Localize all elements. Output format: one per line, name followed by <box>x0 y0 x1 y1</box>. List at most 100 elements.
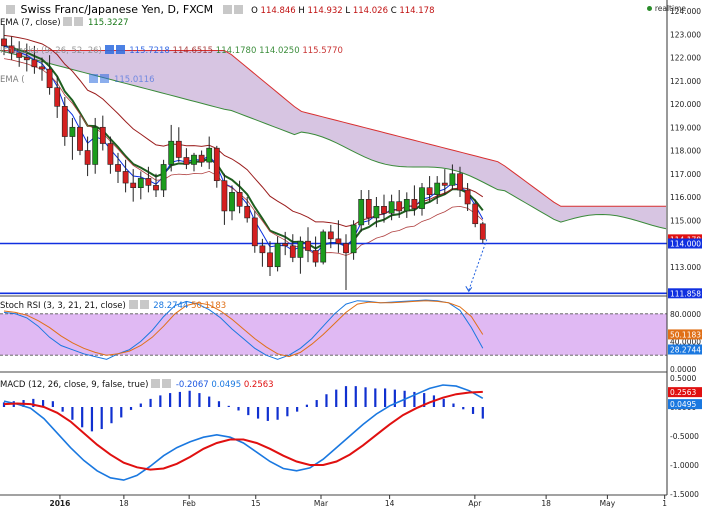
ema2-settings-icon[interactable] <box>100 74 110 83</box>
macd-label: MACD (12, 26, close, 9, false, true) <box>0 380 149 390</box>
time-axis: 2016 18 Feb 15 Mar 14 Apr 18 May 1 <box>50 495 667 508</box>
candle-body <box>221 180 228 212</box>
cloud-fill <box>0 50 666 229</box>
realtime-indicator: realtime <box>646 4 686 13</box>
candle-body <box>153 185 159 191</box>
time-tick-label: 15 <box>251 499 261 508</box>
stoch-legend[interactable]: Stoch RSI (3, 3, 21, 21, close) 28.2744 … <box>0 300 226 311</box>
candle-body <box>84 150 91 165</box>
macd-tick-label: 0.5000 <box>670 374 696 383</box>
macd-signal-value: 0.2563 <box>243 380 274 390</box>
price-tick-label: 123.000 <box>670 30 701 39</box>
ichimoku-span-a-value: 114.0250 <box>259 46 300 56</box>
ema7-settings-icon[interactable] <box>63 17 73 26</box>
candle-body <box>145 178 152 186</box>
ichimoku-eye-icon[interactable] <box>104 45 114 54</box>
candle-body <box>388 201 395 214</box>
price-tick-label: 120.000 <box>670 100 701 109</box>
candle-body <box>168 140 175 165</box>
macd-tick-label: -1.5000 <box>670 490 699 499</box>
candle-body <box>426 187 433 195</box>
low-value: 114.026 <box>352 6 388 16</box>
stoch-close-icon[interactable] <box>139 300 149 309</box>
time-tick-label: 1 <box>662 499 667 508</box>
candle-body <box>8 45 15 54</box>
ema2-eye-icon[interactable] <box>89 74 99 83</box>
candle-body <box>320 231 327 263</box>
stoch-value-label-0: 50.1183 <box>670 330 701 339</box>
ema7-label: EMA (7, close) <box>0 18 61 28</box>
price-tick-label: 119.000 <box>670 123 701 132</box>
support-lines <box>0 242 667 295</box>
axis-background <box>667 0 702 509</box>
time-tick-label: Mar <box>314 499 329 508</box>
candle-body <box>396 201 403 212</box>
candle-body <box>457 173 463 191</box>
price-label-2: 111.858 <box>670 289 701 298</box>
candle-body <box>54 87 61 107</box>
symbol-title: Swiss Franc/Japanese Yen, D, FXCM <box>20 3 214 16</box>
ema2-value: 115.0116 <box>113 75 155 85</box>
candle-body <box>350 224 357 254</box>
projection-arrow <box>468 239 488 291</box>
time-tick-label: 18 <box>119 499 129 508</box>
stoch-value-box-1 <box>668 344 702 355</box>
chart-header: Swiss Franc/Japanese Yen, D, FXCM O 114.… <box>6 3 434 16</box>
candle-body <box>327 231 334 240</box>
ichimoku-span-b-value: 115.5770 <box>302 46 343 56</box>
candle-body <box>274 243 281 268</box>
close-label: C <box>390 6 397 16</box>
open-label: O <box>251 6 258 16</box>
time-tick-label: 2016 <box>50 499 71 508</box>
macd-close-icon[interactable] <box>162 379 172 388</box>
price-tick-label: 113.000 <box>670 263 701 272</box>
ichimoku-settings-icon[interactable] <box>115 45 125 54</box>
kijun-line <box>3 34 484 228</box>
ichimoku-legend[interactable]: Ichimoku (9, 26, 52, 26) 115.7218 114.65… <box>0 45 343 56</box>
time-tick-label: 14 <box>385 499 395 508</box>
candle-body <box>305 240 311 251</box>
candle-body <box>259 245 266 254</box>
candle-body <box>251 217 258 247</box>
close-icon[interactable] <box>233 5 243 14</box>
price-label-box-2 <box>668 288 702 299</box>
candle-body <box>335 238 342 244</box>
stoch-tick-label: 80.0000 <box>670 310 701 319</box>
macd-value-label-1: 0.0495 <box>670 400 696 409</box>
collapse-icon[interactable] <box>6 5 15 14</box>
candle-body <box>183 157 190 165</box>
candle-body <box>213 147 220 182</box>
ichimoku-label: Ichimoku (9, 26, 52, 26) <box>0 46 102 56</box>
settings-icon[interactable] <box>222 5 232 14</box>
candle-body <box>1 38 7 47</box>
candle-body <box>358 199 365 226</box>
ema7-close-icon[interactable] <box>74 17 84 26</box>
candle-body <box>403 199 410 212</box>
macd-value-box-0 <box>668 387 702 398</box>
candle-body <box>289 245 296 258</box>
realtime-label: realtime <box>654 4 686 13</box>
candle-body <box>282 243 289 247</box>
candle-body <box>297 240 304 258</box>
candle-body <box>130 182 137 189</box>
stoch-settings-icon[interactable] <box>128 300 138 309</box>
macd-settings-icon[interactable] <box>151 379 161 388</box>
ema2-legend[interactable]: EMA ( 115.0116 <box>0 74 155 85</box>
macd-tick-label: -1.0000 <box>670 461 699 470</box>
candle-body <box>381 206 387 214</box>
candle-body <box>175 140 182 158</box>
ema7-legend[interactable]: EMA (7, close) 115.3227 <box>0 17 129 28</box>
candle-body <box>137 178 144 188</box>
macd-legend[interactable]: MACD (12, 26, close, 9, false, true) -0.… <box>0 379 274 390</box>
stoch-rsi-pane <box>0 299 667 360</box>
candle-body <box>191 154 197 165</box>
candle-body <box>472 203 479 225</box>
candle-body <box>365 199 372 219</box>
macd-series-1 <box>3 390 483 471</box>
macd-pane <box>2 384 484 481</box>
candle-body <box>31 59 38 68</box>
high-value: 114.932 <box>307 6 343 16</box>
candle-body <box>373 206 380 219</box>
candle-body <box>92 126 99 165</box>
